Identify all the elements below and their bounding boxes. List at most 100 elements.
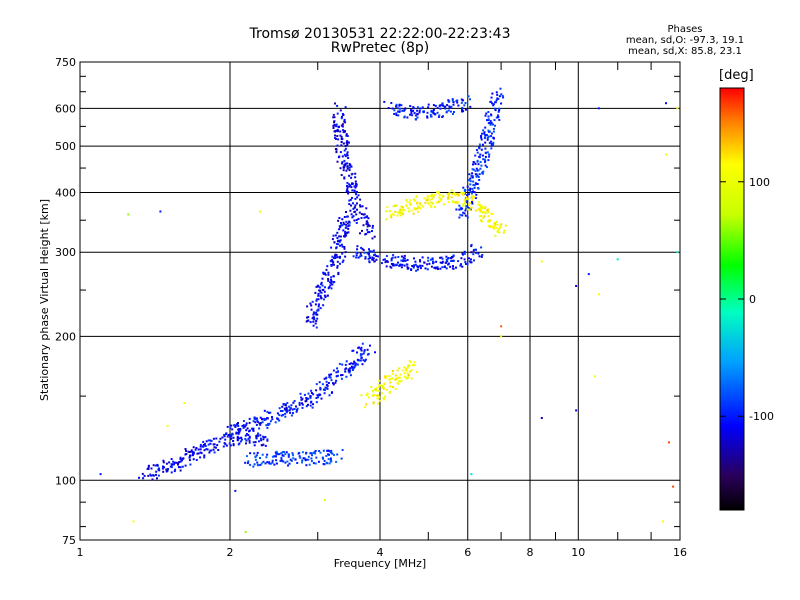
echo-point [288, 405, 291, 408]
echo-point [248, 441, 251, 444]
echo-point [358, 211, 361, 214]
echo-point [471, 172, 474, 175]
echo-point [192, 458, 195, 461]
echo-point [461, 214, 464, 217]
echo-point [414, 114, 417, 117]
echo-point [390, 262, 393, 265]
echo-point [406, 116, 409, 119]
echo-point [305, 320, 308, 323]
echo-point [327, 458, 330, 461]
echo-point [404, 107, 407, 110]
echo-point [334, 255, 337, 258]
echo-point [480, 219, 482, 222]
echo-point [271, 418, 274, 421]
y-tick-label: 750 [55, 56, 76, 69]
echo-point [478, 155, 481, 158]
echo-point [346, 151, 349, 154]
echo-point [166, 424, 169, 427]
echo-point [437, 192, 440, 195]
echo-point [170, 471, 173, 474]
echo-point [384, 395, 387, 398]
echo-point [393, 205, 396, 208]
echo-point [452, 254, 455, 257]
echo-point [667, 441, 670, 444]
echo-point [206, 448, 209, 451]
echo-point [338, 262, 341, 265]
echo-point [278, 407, 281, 410]
echo-point [344, 230, 347, 233]
echo-point [239, 440, 242, 443]
echo-point [468, 173, 471, 176]
echo-point [479, 210, 482, 213]
echo-point [388, 391, 391, 394]
echo-point [296, 407, 299, 410]
echo-point [237, 432, 240, 435]
echo-point [430, 193, 433, 196]
echo-point [333, 241, 336, 244]
echo-point [421, 256, 424, 259]
echo-point [347, 227, 350, 230]
echo-point [372, 258, 375, 261]
echo-point [225, 444, 228, 447]
echo-point [472, 253, 475, 256]
echo-point [455, 201, 457, 204]
echo-point [332, 127, 335, 129]
echo-point [486, 138, 489, 141]
echo-point [362, 213, 365, 216]
echo-point [432, 109, 435, 111]
echo-point [244, 437, 247, 440]
echo-point [266, 439, 269, 442]
grid-layer [80, 62, 680, 540]
echo-point [342, 221, 345, 224]
echo-point [365, 207, 368, 210]
phase-legend: Phases mean, sd,O: -97.3, 19.1 mean, sd,… [600, 24, 770, 57]
echo-point [459, 213, 462, 216]
echo-point [336, 260, 339, 263]
echo-point [349, 374, 352, 377]
echo-point [467, 95, 470, 98]
echo-point [217, 449, 220, 451]
echo-point [312, 320, 315, 323]
echo-point [484, 136, 486, 139]
echo-point [483, 131, 486, 134]
echo-point [488, 141, 491, 144]
echo-point [343, 149, 346, 152]
echo-point [414, 263, 417, 266]
echo-point [437, 268, 439, 270]
echo-point [263, 417, 266, 420]
echo-point [419, 264, 422, 267]
echo-point [278, 453, 281, 456]
echo-point [275, 452, 278, 455]
echo-point [323, 459, 326, 462]
echo-point [413, 364, 416, 367]
echo-point [341, 138, 344, 140]
echo-point [343, 223, 346, 226]
echo-point [317, 298, 320, 301]
echo-point [301, 403, 304, 406]
echo-point [266, 426, 269, 429]
echo-point [340, 135, 343, 138]
echo-point [296, 462, 299, 464]
echo-point [484, 160, 487, 162]
echo-point [414, 260, 417, 263]
echo-point [371, 230, 373, 232]
echo-point [318, 303, 320, 306]
echo-point [409, 361, 412, 364]
echo-point [447, 99, 450, 102]
echo-point [151, 478, 154, 481]
echo-point [442, 203, 445, 206]
echo-point [290, 404, 293, 407]
echo-point [285, 411, 288, 414]
echo-point [364, 406, 367, 409]
echo-point [179, 469, 182, 472]
echo-point [245, 442, 247, 445]
echo-point [335, 246, 338, 249]
echo-point [377, 402, 379, 405]
echo-point [483, 215, 486, 218]
echo-point [426, 199, 429, 202]
echo-point [384, 375, 387, 378]
echo-point [575, 285, 578, 287]
echo-point [278, 414, 281, 417]
echo-point [355, 251, 358, 254]
